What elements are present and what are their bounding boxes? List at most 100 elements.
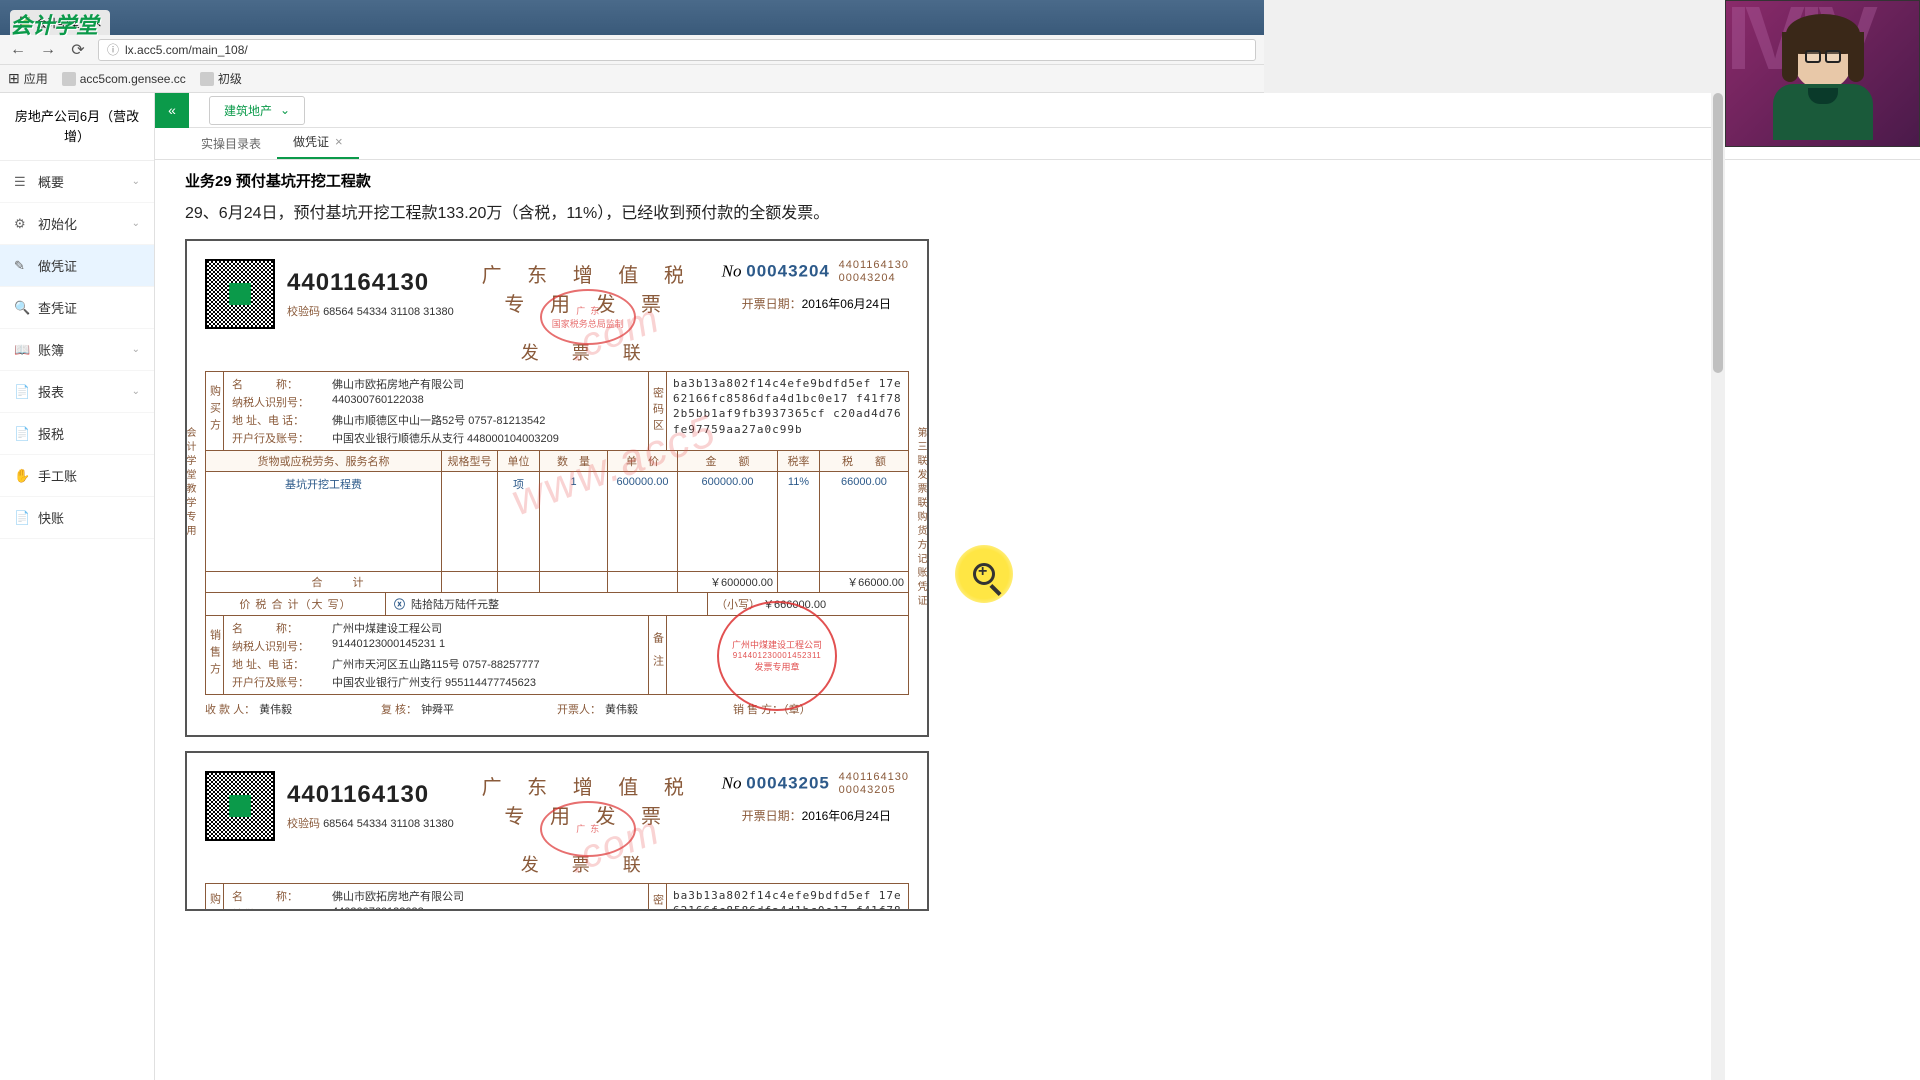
sidebar-item-6[interactable]: 📄 报税 xyxy=(0,413,154,455)
chevron-down-icon: ⌄ xyxy=(280,103,290,117)
seller-side-label: 销售方 xyxy=(206,616,224,694)
invoice-code: 4401164130 xyxy=(287,781,454,809)
tab-close-icon[interactable]: × xyxy=(335,134,343,149)
sidebar-item-0[interactable]: ☰ 概要⌄ xyxy=(0,161,154,203)
tab-voucher[interactable]: 做凭证 × xyxy=(277,126,359,159)
menu-label: 初始化 xyxy=(38,214,132,233)
buyer-side-label: 购买方 xyxy=(206,372,224,450)
tab-catalog[interactable]: 实操目录表 xyxy=(185,128,277,159)
date-label: 开票日期： xyxy=(742,297,802,311)
invoice-number: No 00043205 440116413000043205 xyxy=(722,771,909,797)
app-logo: 会计学堂 xyxy=(10,8,98,40)
category-label: 建筑地产 xyxy=(224,102,272,119)
cipher-text: ba3b13a802f14c4efe9bdfd5ef 17e62166fc858… xyxy=(667,884,908,911)
tab-voucher-label: 做凭证 xyxy=(293,133,329,150)
cipher-label: 密码区 xyxy=(649,884,667,911)
task-description: 29、6月24日，预付基坑开挖工程款133.20万（含税，11%），已经收到预付… xyxy=(185,201,1890,227)
browser-chrome: 📗 会计学堂 × xyxy=(0,0,1264,35)
bookmark-icon xyxy=(200,72,214,86)
bookmark-1[interactable]: acc5com.gensee.cc xyxy=(62,72,186,86)
small-codes: 440116413000043204 xyxy=(839,259,909,285)
verify-code: 校验码 68564 54334 31108 31380 xyxy=(287,815,454,831)
back-button[interactable]: ← xyxy=(8,40,28,60)
sidebar-item-8[interactable]: 📄 快账 xyxy=(0,497,154,539)
bookmark-icon xyxy=(62,72,76,86)
bookmark-label: 初级 xyxy=(218,70,242,87)
scrollbar[interactable] xyxy=(1711,93,1725,1080)
sidebar-title: 房地产公司6月（营改增） xyxy=(0,93,154,161)
cipher-text: ba3b13a802f14c4efe9bdfd5ef 17e62166fc858… xyxy=(667,372,908,450)
menu-label: 报表 xyxy=(38,382,132,401)
remark-label: 备注 xyxy=(649,616,667,694)
invoice-code: 4401164130 xyxy=(287,269,454,297)
scrollbar-thumb[interactable] xyxy=(1713,93,1723,373)
invoice-date: 开票日期：2016年06月24日 xyxy=(722,807,909,824)
verify-label: 校验码 xyxy=(287,306,320,318)
forward-button[interactable]: → xyxy=(38,40,58,60)
bookmark-2[interactable]: 初级 xyxy=(200,70,242,87)
qr-code xyxy=(205,771,275,841)
bookmarks-bar: ⊞应用 acc5com.gensee.cc 初级 xyxy=(0,65,1264,93)
zoom-highlight[interactable] xyxy=(955,545,1013,603)
collapse-sidebar-button[interactable]: « xyxy=(155,93,189,128)
menu-icon: ⚙ xyxy=(14,216,30,232)
menu-label: 做凭证 xyxy=(38,256,140,275)
items-body: 基坑开挖工程费 项 1 600000.00 600000.00 11% 6600… xyxy=(206,472,908,572)
content-tabs: 实操目录表 做凭证 × xyxy=(155,128,1920,160)
url-text: lx.acc5.com/main_108/ xyxy=(125,43,248,57)
url-bar[interactable]: ⓘ lx.acc5.com/main_108/ xyxy=(98,39,1256,61)
apps-label: 应用 xyxy=(24,70,48,87)
bookmark-label: acc5com.gensee.cc xyxy=(80,72,186,86)
qr-code xyxy=(205,259,275,329)
menu-label: 概要 xyxy=(38,172,132,191)
sidebar: 房地产公司6月（营改增） ☰概要⌄⚙初始化⌄✎做凭证🔍查凭证📖账簿⌄📄报表⌄📄报… xyxy=(0,93,155,1080)
webcam-person xyxy=(1768,16,1878,146)
menu-icon: 📄 xyxy=(14,426,30,442)
content-scroll[interactable]: 业务29 预付基坑开挖工程款 29、6月24日，预付基坑开挖工程款133.20万… xyxy=(155,160,1920,1080)
menu-icon: 📖 xyxy=(14,342,30,358)
menu-label: 查凭证 xyxy=(38,298,140,317)
buyer-side-label: 购买方 xyxy=(206,884,224,911)
category-dropdown[interactable]: 建筑地产 ⌄ xyxy=(209,96,305,125)
apps-icon: ⊞ xyxy=(8,70,20,87)
sidebar-item-4[interactable]: 📖账簿⌄ xyxy=(0,329,154,371)
menu-label: 手工账 xyxy=(38,466,140,485)
total-row: 合计 ￥600000.00 ￥66000.00 xyxy=(206,572,908,593)
chevron-down-icon: ⌄ xyxy=(132,344,140,355)
sidebar-item-5[interactable]: 📄报表⌄ xyxy=(0,371,154,413)
apps-button[interactable]: ⊞应用 xyxy=(8,70,48,87)
round-stamp: 广州中煤建设工程公司 914401230001452311 发票专用章 xyxy=(717,601,837,711)
sidebar-item-3[interactable]: 🔍查凭证 xyxy=(0,287,154,329)
app-container: 房地产公司6月（营改增） ☰概要⌄⚙初始化⌄✎做凭证🔍查凭证📖账簿⌄📄报表⌄📄报… xyxy=(0,93,1920,1080)
sidebar-item-2[interactable]: ✎做凭证 xyxy=(0,245,154,287)
no-label: No xyxy=(722,261,742,280)
menu-icon: 📄 xyxy=(14,384,30,400)
oval-stamp: 广 东 xyxy=(540,801,636,857)
browser-toolbar: ← → ⟳ ⓘ lx.acc5.com/main_108/ xyxy=(0,35,1264,65)
invoice-header: 4401164130 校验码 68564 54334 31108 31380 广… xyxy=(205,771,909,877)
task-title: 业务29 预付基坑开挖工程款 xyxy=(185,170,1890,191)
menu-icon: ✋ xyxy=(14,468,30,484)
menu-icon: ☰ xyxy=(14,174,30,190)
date-value: 2016年06月24日 xyxy=(802,297,891,311)
buyer-info: 名 称：佛山市欧拓房地产有限公司 纳税人识别号：440300760122038 … xyxy=(224,372,648,450)
invoice-side-right: 第三联 发票联 购货方记账凭证 xyxy=(917,427,928,609)
verify-value: 68564 54334 31108 31380 xyxy=(323,306,454,318)
magnifier-icon xyxy=(973,563,995,585)
menu-icon: 📄 xyxy=(14,510,30,526)
invoice-header: 4401164130 校验码 68564 54334 31108 31380 广… xyxy=(205,259,909,365)
reload-button[interactable]: ⟳ xyxy=(68,40,88,60)
info-icon[interactable]: ⓘ xyxy=(107,41,119,58)
chevron-down-icon: ⌄ xyxy=(132,176,140,187)
sidebar-item-1[interactable]: ⚙ 初始化⌄ xyxy=(0,203,154,245)
invoice-table: 购买方 名 称：佛山市欧拓房地产有限公司 纳税人识别号：440300760122… xyxy=(205,371,909,695)
seller-info: 名 称：广州中煤建设工程公司 纳税人识别号：91440123000145231 … xyxy=(224,616,648,694)
menu-label: 报税 xyxy=(38,424,140,443)
invoice-table: 购买方 名 称：佛山市欧拓房地产有限公司 纳税人识别号：440300760122… xyxy=(205,883,909,911)
remark-block: 备注 广州中煤建设工程公司 914401230001452311 发票专用章 xyxy=(648,616,908,694)
oval-stamp: 广 东国家税务总局监制 xyxy=(540,289,636,345)
menu-label: 快账 xyxy=(38,508,140,527)
chevron-down-icon: ⌄ xyxy=(132,218,140,229)
sidebar-item-7[interactable]: ✋ 手工账 xyxy=(0,455,154,497)
main-area: « 建筑地产 ⌄ 张师师老师 (SVIP会员) 实操目录表 做凭证 × 业务29… xyxy=(155,93,1920,1080)
